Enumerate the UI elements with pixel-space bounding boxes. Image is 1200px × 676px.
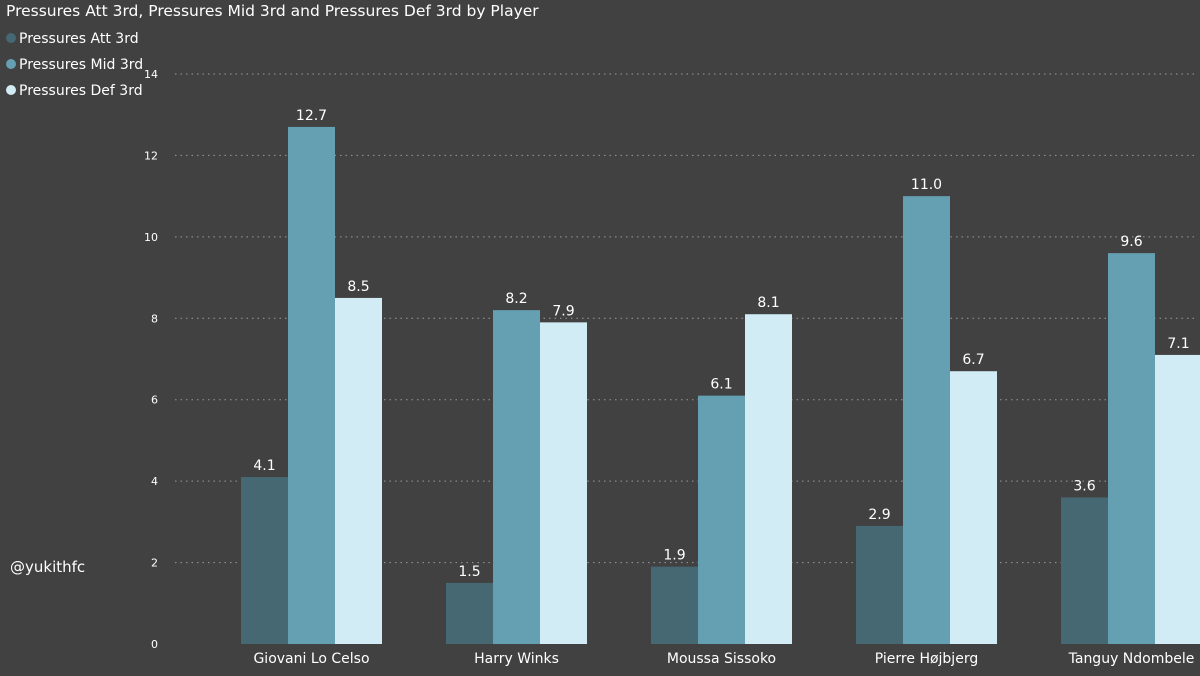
bar-2-1: [288, 126, 335, 644]
data-label: 7.1: [1167, 336, 1189, 352]
data-label: 1.9: [663, 548, 685, 564]
legend-label-1: Pressures Att 3rd: [19, 31, 139, 47]
y-tick-label: 0: [151, 638, 158, 651]
data-label: 3.6: [1073, 478, 1095, 494]
data-label: 8.5: [347, 279, 369, 295]
legend-marker-3: [6, 85, 16, 95]
legend: Pressures Att 3rd Pressures Mid 3rd Pressu…: [6, 31, 143, 99]
data-label: 7.9: [552, 303, 574, 319]
bar-1-4: [856, 525, 903, 644]
data-label: 6.7: [962, 352, 984, 368]
bar-1-5: [1061, 497, 1108, 644]
data-label: 12.7: [296, 108, 327, 124]
data-label: 2.9: [868, 507, 890, 523]
bar-3-5: [1155, 354, 1200, 644]
data-label: 11.0: [911, 177, 942, 193]
data-label: 8.1: [757, 295, 779, 311]
data-label: 1.5: [458, 564, 480, 580]
x-category-label: Pierre Højbjerg: [875, 651, 978, 667]
x-category-label: Moussa Sissoko: [667, 651, 776, 667]
y-tick-label: 6: [151, 394, 158, 407]
y-tick-label: 4: [151, 475, 158, 488]
data-labels: 4.1 12.7 8.5 1.5 8.2 7.9 1.9 6.1 8.1 2.9 11.0 6.7 3.…: [253, 108, 1189, 580]
legend-marker-2: [6, 59, 16, 69]
data-label: 4.1: [253, 458, 275, 474]
legend-label-2: Pressures Mid 3rd: [19, 57, 143, 73]
data-label: 6.1: [710, 377, 732, 393]
y-tick-label: 12: [144, 149, 158, 162]
bar-2-2: [493, 310, 540, 644]
x-category-label: Giovani Lo Celso: [253, 651, 369, 667]
bar-3-1: [335, 297, 382, 644]
bars: [241, 126, 1200, 644]
bar-2-4: [903, 196, 950, 644]
bar-2-5: [1108, 253, 1155, 644]
bar-1-3: [651, 566, 698, 644]
x-category-label: Harry Winks: [474, 651, 559, 667]
legend-marker-1: [6, 33, 16, 43]
bar-1-1: [241, 477, 288, 644]
bar-3-3: [745, 314, 792, 644]
bar-2-3: [698, 395, 745, 644]
bar-3-2: [540, 322, 587, 644]
y-tick-label: 2: [151, 557, 158, 570]
bar-1-2: [446, 582, 493, 644]
data-label: 8.2: [505, 291, 527, 307]
chart-title: Pressures Att 3rd, Pressures Mid 3rd and…: [6, 2, 539, 20]
y-tick-label: 14: [144, 68, 158, 81]
data-label: 9.6: [1120, 234, 1142, 250]
watermark: @yukithfc: [10, 558, 85, 576]
x-axis-categories: Giovani Lo Celso Harry Winks Moussa Sissok…: [253, 651, 1194, 667]
y-axis-ticks: 0 2 4 6 8 10 12 14: [144, 68, 158, 651]
y-tick-label: 8: [151, 312, 158, 325]
y-tick-label: 10: [144, 231, 158, 244]
legend-label-3: Pressures Def 3rd: [19, 83, 143, 99]
bar-3-4: [950, 371, 997, 644]
x-category-label: Tanguy Ndombele: [1068, 651, 1195, 667]
